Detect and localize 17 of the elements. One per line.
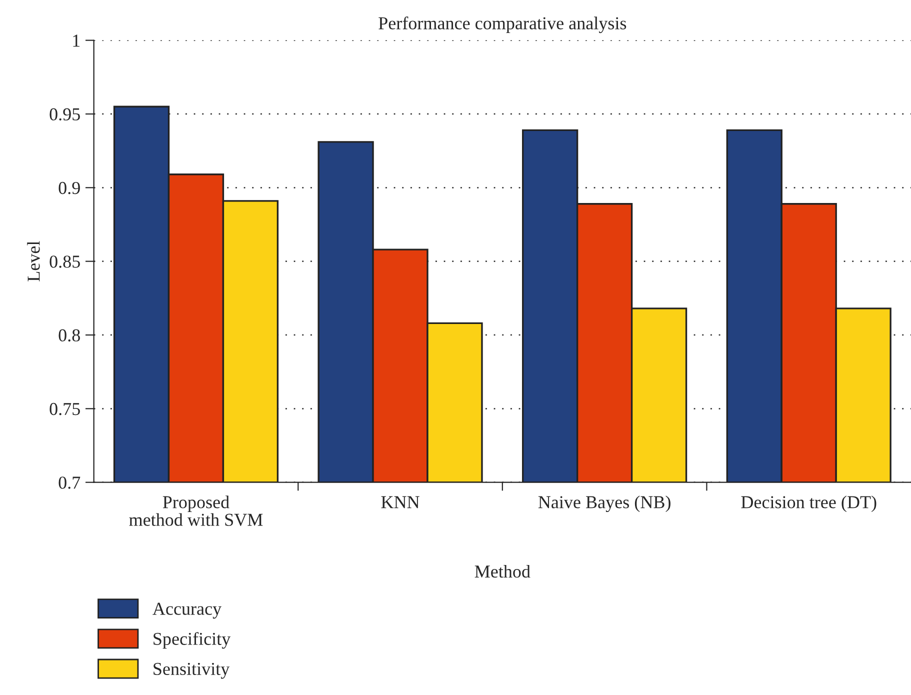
x-tick-label: Decision tree (DT) [741,496,876,512]
legend-label: Sensitivity [154,662,230,679]
y-tick-label: 0.85 [50,256,80,268]
y-tick-label: 0.8 [58,329,80,342]
legend-label: Specificity [154,632,231,649]
x-axis-title: Method [474,564,530,578]
x-tick-label: Naive Bayes (NB) [538,496,670,512]
y-tick-label: 1 [73,34,80,47]
y-tick-label: 0.9 [58,182,80,194]
x-tick-label: Proposed method with SVM [129,496,263,526]
legend-label: Accuracy [152,602,222,619]
y-axis-title: Level [27,241,40,282]
y-tick-label: 0.7 [58,476,80,489]
y-tick-label: 0.75 [50,402,80,416]
y-tick-label: 0.95 [50,108,80,120]
chart-title: Performance comparative analysis [378,16,626,34]
x-tick-label: KNN [381,496,420,508]
